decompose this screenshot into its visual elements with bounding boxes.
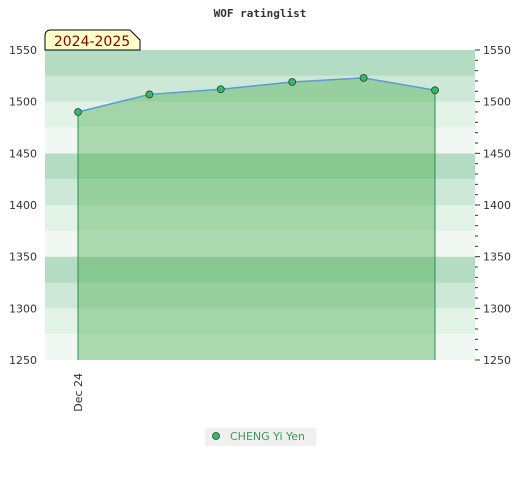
axes: 1250 1250 1300 1300 1350 1350 1400 1400 1450 1450… [9, 44, 511, 412]
background-band [45, 101, 475, 128]
background-band [45, 205, 475, 231]
data-point [359, 74, 368, 82]
background-band [45, 179, 475, 205]
legend-marker [212, 432, 220, 440]
data-point [74, 108, 82, 116]
y-tick-label-left: 1250 [9, 354, 37, 367]
background-band [45, 75, 475, 102]
background-band [45, 308, 475, 335]
legend-entry: CHENG Yi Yen [230, 430, 305, 443]
y-tick-label-right: 1450 [483, 147, 511, 160]
y-tick-label-left: 1550 [9, 44, 37, 57]
series-line [77, 77, 436, 113]
legend-box [205, 428, 316, 446]
y-tick-label-right: 1550 [483, 44, 511, 57]
y-tick-label-right: 1250 [483, 354, 511, 367]
background-band [45, 282, 475, 309]
y-tick-label-right: 1400 [483, 199, 511, 212]
season-label-text: 2024-2025 [54, 34, 130, 50]
background-band [45, 127, 475, 154]
background-band [45, 256, 475, 283]
y-tick-label-left: 1350 [9, 251, 37, 264]
background-band [45, 334, 475, 360]
y-tick-label-left: 1450 [9, 147, 37, 160]
y-tick-label-left: 1300 [9, 302, 37, 315]
chart-title: WOF ratinglist [214, 7, 307, 20]
background-band [45, 50, 475, 76]
series-area [78, 77, 435, 361]
data-point [145, 90, 154, 99]
data-point [431, 86, 439, 95]
data-points [74, 74, 439, 116]
data-point [216, 85, 225, 94]
season-label: 2024-2025 [44, 29, 141, 51]
season-label-box [44, 29, 141, 51]
legend[interactable]: CHENG Yi Yen [205, 428, 316, 446]
y-tick-label-right: 1500 [483, 96, 511, 109]
background-band [45, 230, 475, 257]
y-tick-label-left: 1500 [9, 96, 37, 109]
y-tick-label-left: 1400 [9, 199, 37, 212]
y-tick-label-right: 1350 [483, 251, 511, 264]
background-bands [45, 50, 475, 360]
background-band [45, 153, 475, 180]
data-point [288, 78, 297, 86]
x-tick-label: Dec 24 [72, 373, 85, 412]
y-tick-label-right: 1300 [483, 302, 511, 315]
rating-area [77, 77, 436, 361]
rating-line-layer [77, 77, 436, 113]
